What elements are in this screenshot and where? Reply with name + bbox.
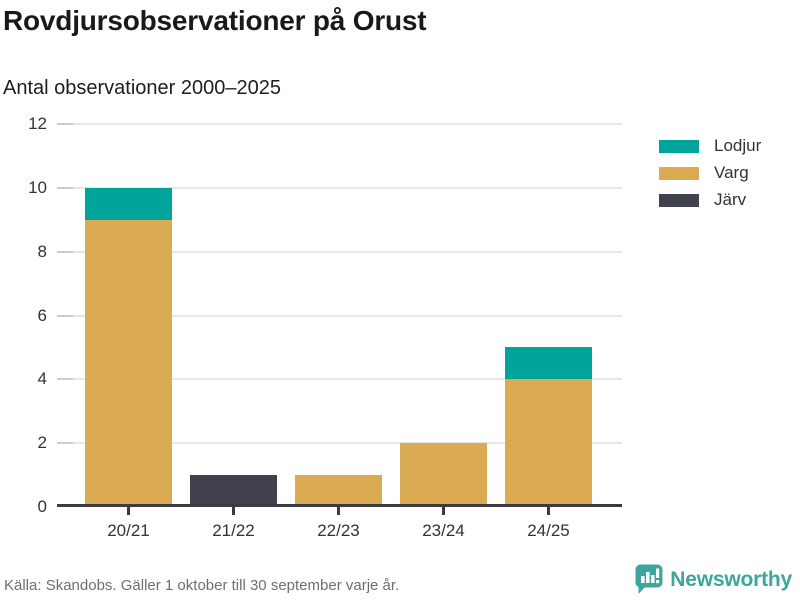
y-axis-tick-label: 2: [37, 433, 47, 453]
bar-segment-varg: [295, 475, 382, 507]
x-tick-mark: [127, 507, 130, 515]
y-axis-tick-label: 0: [37, 497, 47, 516]
legend-item-järv: Järv: [659, 190, 761, 210]
legend-label: Lodjur: [714, 136, 762, 155]
chart-subtitle: Antal observationer 2000–2025: [3, 77, 281, 99]
y-axis-tick-label: 4: [37, 369, 47, 389]
y-tick-mark: [57, 314, 73, 317]
bar-segment-järv: [190, 475, 277, 507]
source-note: Källa: Skandobs. Gäller 1 oktober till 3…: [4, 577, 400, 594]
chart-title: Rovdjursobservationer på Orust: [3, 5, 427, 36]
y-axis-tick-label: 12: [28, 114, 47, 133]
bar-segment-lodjur: [85, 187, 172, 220]
legend-swatch: [659, 193, 699, 207]
y-tick-mark: [57, 123, 73, 125]
legend-swatch: [659, 139, 699, 153]
bar-segment-varg: [505, 379, 592, 507]
bar-segment-varg: [85, 219, 172, 507]
x-axis-tick-label: 21/22: [212, 521, 255, 540]
y-axis-tick-label: 8: [37, 241, 47, 261]
gridline: [57, 314, 622, 317]
gridline: [57, 442, 622, 445]
x-axis-tick-label: 23/24: [422, 521, 465, 540]
y-tick-mark: [57, 442, 73, 445]
y-axis: 0 2 4 6 8 10 12: [0, 114, 47, 516]
brand-link[interactable]: Newsworthy: [635, 564, 792, 595]
x-tick-mark: [337, 507, 340, 515]
newsworthy-logo-icon: [635, 564, 663, 595]
y-axis-tick-label: 6: [37, 305, 47, 325]
gridline: [57, 186, 622, 189]
legend: Lodjur Varg Järv: [659, 136, 761, 217]
legend-item-lodjur: Lodjur: [659, 136, 761, 156]
gridline: [57, 378, 622, 381]
x-axis-tick-label: 22/23: [317, 521, 360, 540]
gridline: [57, 250, 622, 253]
x-axis-tick-label: 24/25: [527, 521, 570, 540]
y-tick-mark: [57, 378, 73, 381]
x-axis-line: [57, 504, 622, 507]
gridline: [57, 123, 622, 125]
brand-name: Newsworthy: [670, 567, 792, 591]
y-tick-mark: [57, 186, 73, 189]
legend-label: Järv: [714, 190, 747, 209]
bar-segment-lodjur: [505, 347, 592, 380]
legend-swatch: [659, 166, 699, 180]
y-axis-tick-label: 10: [28, 177, 47, 197]
legend-item-varg: Varg: [659, 163, 761, 183]
bar-segment-varg: [400, 443, 487, 507]
x-axis-tick-label: 20/21: [107, 521, 150, 540]
x-tick-mark: [232, 507, 235, 515]
x-tick-mark: [547, 507, 550, 515]
legend-label: Varg: [714, 163, 749, 182]
y-tick-mark: [57, 250, 73, 253]
plot-area: 20/21 21/22 22/23 23/24 24/25: [57, 123, 622, 540]
x-tick-mark: [442, 507, 445, 515]
